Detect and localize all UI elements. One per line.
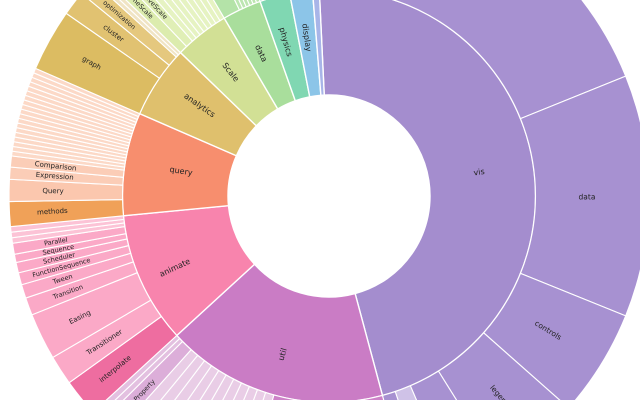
label-query: query: [169, 165, 194, 178]
label-vis-data: data: [579, 192, 596, 201]
label-methods: methods: [37, 207, 68, 217]
label-query-query: Query: [42, 187, 63, 195]
sunburst-arcs: [8, 0, 640, 400]
segment-util-child-1[interactable]: [343, 394, 411, 400]
segment-flex-sliver[interactable]: [312, 0, 325, 97]
label-vis: vis: [473, 167, 485, 178]
label-display: display: [300, 23, 313, 53]
segment-vis-controls[interactable]: [482, 272, 627, 400]
segment-physics-child-1[interactable]: [222, 0, 269, 3]
label-util: util: [277, 347, 289, 362]
segment-vis-legend[interactable]: [437, 332, 568, 400]
label-expression: Expression: [35, 171, 73, 182]
label-parallel: Parallel: [43, 236, 68, 248]
segment-vis-child-1[interactable]: [314, 0, 627, 120]
